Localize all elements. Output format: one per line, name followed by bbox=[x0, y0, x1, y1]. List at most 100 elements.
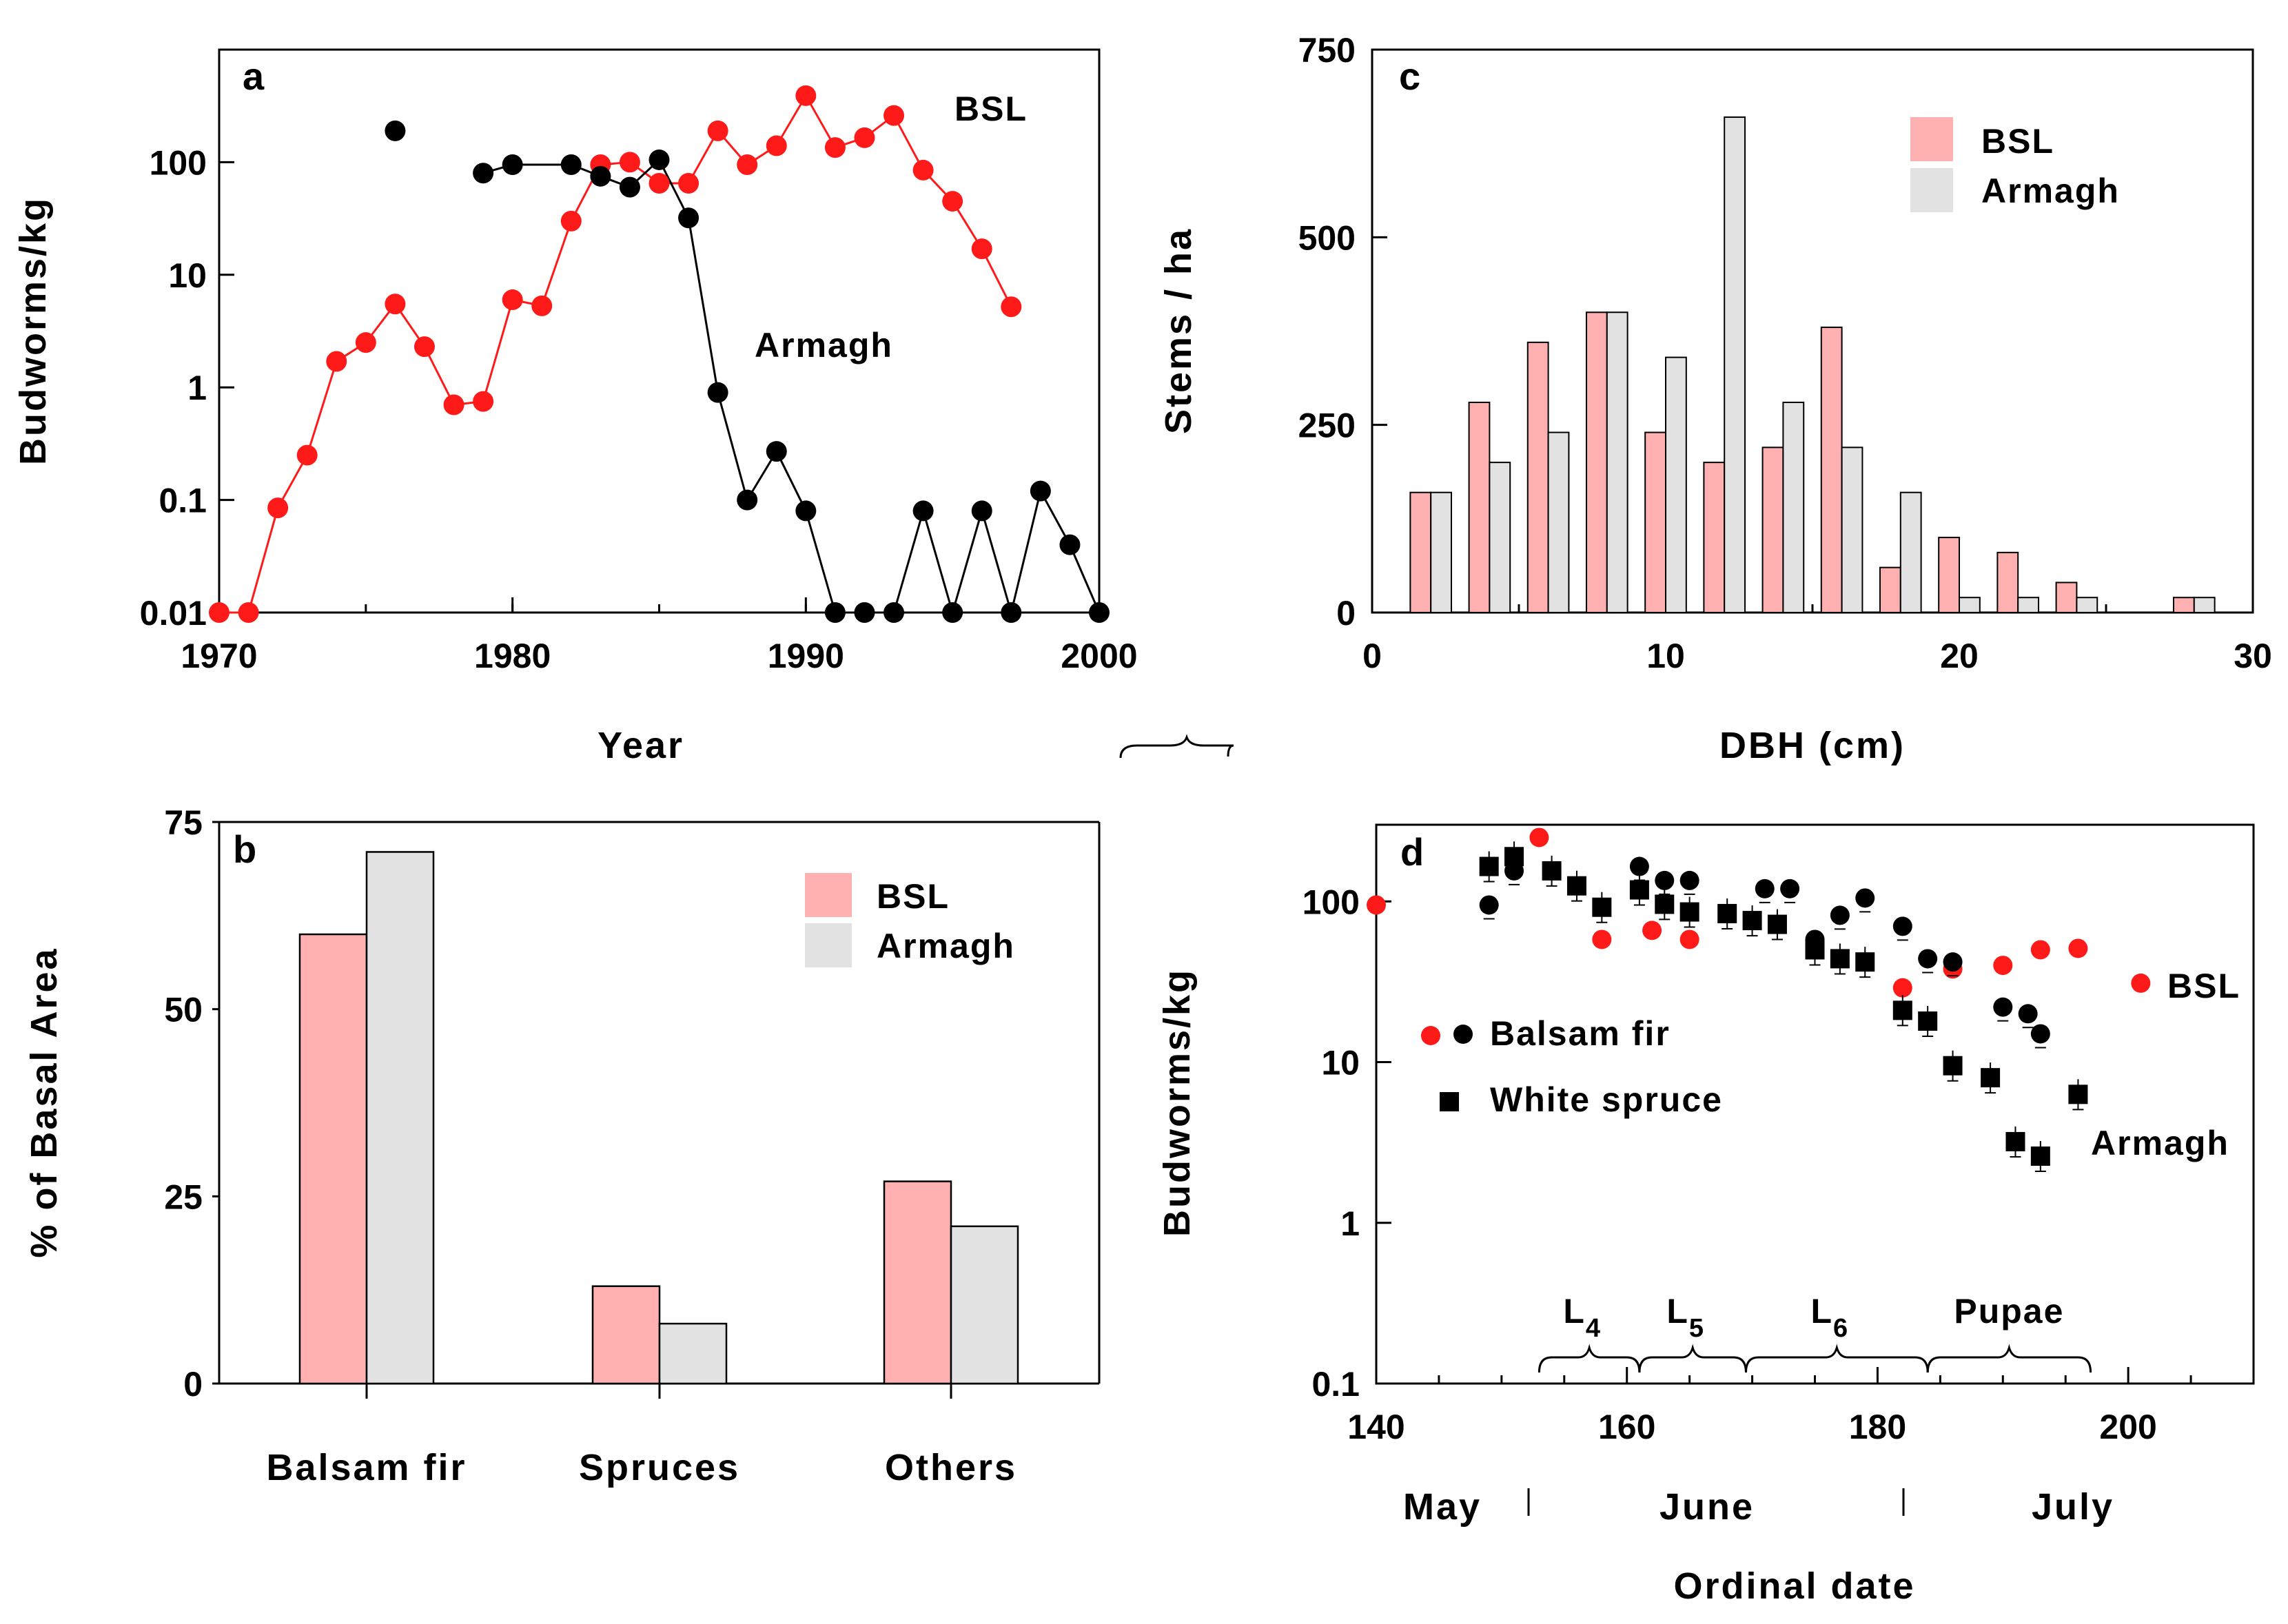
panel-b-y-tick-label: 25 bbox=[164, 1178, 203, 1216]
panel-a-armagh-point bbox=[824, 602, 846, 623]
panel-c-bar-bsl bbox=[1820, 327, 1843, 613]
panel-d-armagh-white-spruce-point bbox=[2030, 1146, 2050, 1166]
panel-b-category-label: Spruces bbox=[579, 1447, 740, 1488]
panel-d-x-tick-label: 200 bbox=[2099, 1408, 2156, 1446]
panel-d-armagh-balsam-fir-point bbox=[1918, 949, 1938, 969]
panel-d-armagh-balsam-fir-point bbox=[1479, 895, 1499, 915]
stage-subscript: 4 bbox=[1586, 1314, 1602, 1343]
panel-a-bsl-point bbox=[296, 444, 318, 466]
panel-b-bar-armagh bbox=[658, 1322, 728, 1385]
panel-c-bar-bsl bbox=[1703, 462, 1726, 614]
panel-d-points bbox=[1367, 828, 2151, 1172]
panel-d-armagh-white-spruce-point bbox=[1855, 952, 1875, 972]
panel-a-armagh-point bbox=[473, 163, 494, 184]
panel-c-bar-bsl bbox=[1879, 566, 1901, 614]
panel-b-legend-bsl: BSL bbox=[877, 877, 950, 916]
panel-c-bar-bsl bbox=[2172, 597, 2195, 613]
stage-subscript: 5 bbox=[1689, 1314, 1705, 1343]
panel-a-x-tick-label: 1980 bbox=[474, 637, 551, 675]
panel-a-bsl-point bbox=[443, 394, 464, 415]
panel-a-bsl-point bbox=[737, 154, 758, 176]
panel-d-armagh-white-spruce-point bbox=[1504, 847, 1524, 867]
panel-b-bar-bsl bbox=[883, 1180, 952, 1385]
panel-c-y-tick-label: 500 bbox=[1298, 218, 1356, 257]
panel-b-bar-bsl bbox=[298, 933, 368, 1385]
panel-d-stage-braces: L4 L5 L6 Pupae bbox=[1538, 1292, 2092, 1373]
panel-c-bar-armagh bbox=[2017, 597, 2040, 613]
panel-a-bsl-point bbox=[942, 191, 963, 212]
panel-a-armagh-point bbox=[883, 602, 905, 623]
panel-d-armagh-white-spruce-point bbox=[1767, 914, 1787, 934]
panel-a-armagh-point bbox=[766, 441, 787, 462]
panel-c-x-tick-label: 10 bbox=[1646, 637, 1685, 675]
panel-a-bsl-point bbox=[795, 85, 817, 106]
panel-a-bsl-point bbox=[238, 602, 259, 623]
panel-d-armagh-white-spruce-point bbox=[1629, 880, 1649, 900]
panel-a-bsl-point bbox=[502, 289, 523, 311]
panel-a-armagh-point bbox=[737, 489, 758, 511]
panel-d-armagh-white-spruce-point bbox=[1592, 897, 1612, 917]
panel-a-bsl-point bbox=[413, 336, 435, 358]
legend-balsam-fir: Balsam fir bbox=[1490, 1014, 1671, 1053]
panel-a-bsl-point bbox=[824, 137, 846, 158]
panel-b-ticks: 0 25 50 75 Balsam fir Spruces Others bbox=[164, 803, 1015, 1488]
panel-b-y-tick-label: 0 bbox=[183, 1365, 203, 1404]
panel-c-legend-armagh: Armagh bbox=[1981, 172, 2120, 210]
legend-white-spruce: White spruce bbox=[1490, 1080, 1723, 1119]
panel-d-armagh-white-spruce-point bbox=[1717, 903, 1737, 923]
panel-b-bar-armagh bbox=[365, 851, 435, 1385]
panel-d-armagh-balsam-fir-point bbox=[1943, 952, 1963, 972]
stage-brace-icon bbox=[1926, 1344, 2092, 1373]
panel-a-series bbox=[209, 85, 1110, 623]
panel-a-x-tick-label: 1990 bbox=[768, 637, 844, 675]
panel-d-armagh-white-spruce-point bbox=[1892, 1000, 1912, 1020]
panel-c-bar-armagh bbox=[2076, 597, 2098, 613]
panel-d-armagh-balsam-fir-point bbox=[1655, 870, 1675, 890]
panel-a-armagh-point bbox=[1001, 602, 1022, 623]
panel-b-legend-armagh: Armagh bbox=[877, 927, 1015, 965]
panel-d-armagh-white-spruce-point bbox=[1830, 949, 1850, 969]
panel-a-y-tick-label: 0.1 bbox=[159, 482, 207, 520]
panel-d-armagh-white-spruce-point bbox=[1943, 1056, 1963, 1076]
panel-a-bsl-point bbox=[707, 120, 728, 141]
panel-d-armagh-white-spruce-point bbox=[1655, 894, 1675, 914]
panel-b-y-label: % of Basal Area bbox=[23, 947, 65, 1257]
panel-c-label: c bbox=[1399, 54, 1420, 98]
panel-a-y-tick-label: 1 bbox=[187, 369, 207, 407]
panel-d-x-tick-label: 180 bbox=[1849, 1408, 1906, 1446]
panel-a-y-tick-label: 0.01 bbox=[140, 594, 207, 633]
panel-a-armagh-point bbox=[971, 500, 992, 522]
panel-a-ticks: 1970 1980 1990 2000 0.01 0.1 1 10 100 bbox=[140, 143, 1138, 675]
panel-a-x-tick-label: 2000 bbox=[1061, 637, 1137, 675]
legend-armagh-circle-marker bbox=[1453, 1025, 1473, 1044]
panel-a-armagh-point bbox=[942, 602, 963, 623]
panel-c-bar-armagh bbox=[2193, 597, 2216, 613]
panel-a-bsl-point bbox=[209, 602, 229, 623]
panel-a-armagh-point bbox=[619, 176, 640, 198]
panel-a-bsl-point bbox=[473, 391, 494, 412]
panel-c-bar-armagh bbox=[1430, 491, 1453, 613]
panel-d-armagh-white-spruce-point bbox=[2005, 1131, 2025, 1151]
panel-d-bsl-balsam-fir-point bbox=[2131, 973, 2151, 993]
panel-a-armagh-point bbox=[678, 207, 699, 229]
panel-b-y-tick-label: 50 bbox=[164, 991, 203, 1029]
panel-d-label: d bbox=[1400, 830, 1424, 874]
panel-a-bsl-point bbox=[355, 332, 376, 353]
panel-d-bsl-balsam-fir-point bbox=[1892, 978, 1912, 998]
panel-b-bar-bsl bbox=[591, 1285, 661, 1385]
panel-a-y-label: Budworms/kg bbox=[12, 196, 54, 465]
panel-d-y-tick-label: 10 bbox=[1321, 1044, 1360, 1082]
panel-d-armagh-white-spruce-point bbox=[1679, 902, 1699, 922]
panel-c-bar-armagh bbox=[1724, 116, 1746, 614]
panel-d-x-label: Ordinal date bbox=[1673, 1565, 1915, 1607]
panel-d-armagh-white-spruce-point bbox=[1805, 940, 1825, 960]
panel-d-armagh-balsam-fir-point bbox=[1755, 878, 1775, 898]
panel-c-y-tick-label: 250 bbox=[1298, 407, 1356, 445]
panel-b-y-tick-label: 75 bbox=[164, 803, 203, 842]
panel-a-bsl-line bbox=[219, 93, 1012, 614]
panel-d-armagh-balsam-fir-point bbox=[1855, 888, 1875, 908]
center-brace-icon bbox=[1119, 734, 1234, 759]
panel-d-armagh-balsam-fir-point bbox=[1679, 870, 1699, 890]
panel-a-label: a bbox=[243, 54, 265, 98]
panel-d-armagh-white-spruce-point bbox=[1566, 876, 1586, 896]
